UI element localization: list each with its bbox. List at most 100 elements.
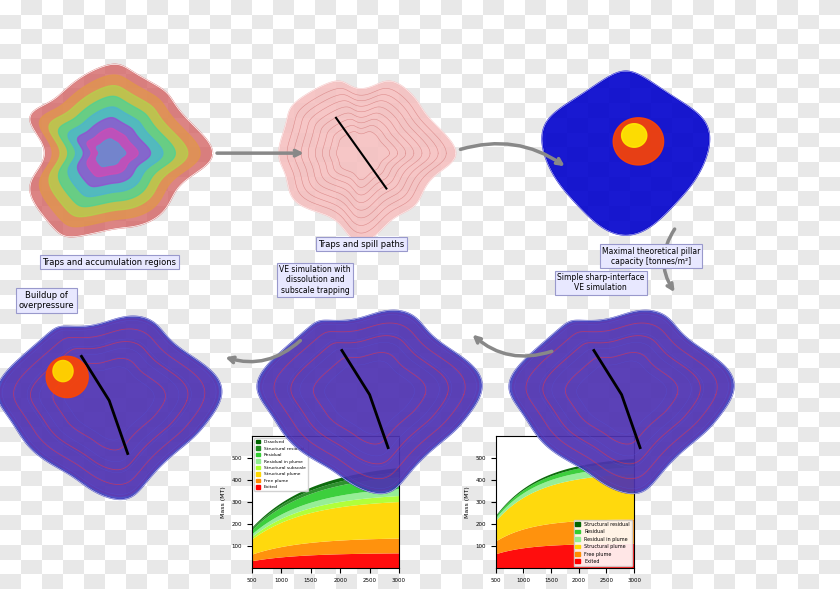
Bar (63, 560, 84, 574)
Bar (630, 133, 651, 147)
Bar (252, 15, 273, 29)
Bar (189, 0, 210, 15)
Bar (819, 0, 840, 15)
Bar (147, 294, 168, 309)
Bar (672, 74, 693, 88)
Bar (693, 177, 714, 191)
Bar (357, 147, 378, 162)
Bar (462, 162, 483, 177)
Bar (315, 88, 336, 103)
Bar (0, 250, 21, 265)
Bar (630, 456, 651, 471)
Bar (504, 545, 525, 560)
Bar (462, 398, 483, 412)
Bar (588, 574, 609, 589)
Bar (441, 471, 462, 486)
Bar (147, 471, 168, 486)
Bar (210, 486, 231, 501)
Bar (651, 59, 672, 74)
Bar (42, 162, 63, 177)
Bar (651, 118, 672, 133)
Bar (525, 147, 546, 162)
Bar (168, 368, 189, 383)
Bar (105, 353, 126, 368)
Bar (777, 88, 798, 103)
Bar (189, 530, 210, 545)
Bar (420, 103, 441, 118)
Bar (252, 427, 273, 442)
Bar (336, 339, 357, 353)
Bar (210, 280, 231, 294)
Bar (756, 515, 777, 530)
Polygon shape (257, 310, 482, 494)
Bar (210, 250, 231, 265)
Bar (567, 236, 588, 250)
Bar (168, 250, 189, 265)
Bar (84, 574, 105, 589)
Bar (420, 250, 441, 265)
Bar (693, 442, 714, 456)
Bar (714, 280, 735, 294)
Bar (777, 471, 798, 486)
Bar (588, 74, 609, 88)
Bar (84, 44, 105, 59)
Bar (84, 221, 105, 236)
Bar (42, 398, 63, 412)
Bar (336, 456, 357, 471)
Bar (105, 29, 126, 44)
Bar (231, 29, 252, 44)
Bar (84, 427, 105, 442)
Bar (756, 309, 777, 324)
Bar (0, 221, 21, 236)
Bar (168, 74, 189, 88)
Bar (420, 486, 441, 501)
Bar (525, 59, 546, 74)
Bar (126, 309, 147, 324)
Bar (147, 530, 168, 545)
Text: Traps and spill paths: Traps and spill paths (318, 240, 404, 249)
Bar (189, 177, 210, 191)
Bar (105, 501, 126, 515)
Bar (441, 88, 462, 103)
Bar (693, 88, 714, 103)
Bar (399, 265, 420, 280)
Bar (441, 0, 462, 15)
Bar (21, 294, 42, 309)
Bar (42, 574, 63, 589)
Bar (252, 515, 273, 530)
Bar (231, 177, 252, 191)
Bar (462, 427, 483, 442)
Bar (462, 191, 483, 206)
Bar (567, 324, 588, 339)
Bar (21, 29, 42, 44)
Bar (0, 339, 21, 353)
Bar (819, 236, 840, 250)
Bar (294, 545, 315, 560)
Bar (756, 15, 777, 29)
Bar (420, 545, 441, 560)
Bar (651, 0, 672, 15)
Bar (357, 294, 378, 309)
Bar (105, 412, 126, 427)
Bar (714, 44, 735, 59)
Bar (609, 177, 630, 191)
Bar (252, 368, 273, 383)
Bar (147, 118, 168, 133)
Bar (693, 560, 714, 574)
Bar (483, 324, 504, 339)
Bar (819, 29, 840, 44)
Bar (630, 515, 651, 530)
Bar (273, 560, 294, 574)
Bar (525, 294, 546, 309)
Bar (504, 515, 525, 530)
Bar (609, 118, 630, 133)
Bar (21, 0, 42, 15)
Bar (798, 427, 819, 442)
Bar (42, 74, 63, 88)
Bar (546, 574, 567, 589)
Bar (42, 280, 63, 294)
Bar (336, 545, 357, 560)
Bar (672, 103, 693, 118)
Bar (546, 74, 567, 88)
Bar (315, 265, 336, 280)
